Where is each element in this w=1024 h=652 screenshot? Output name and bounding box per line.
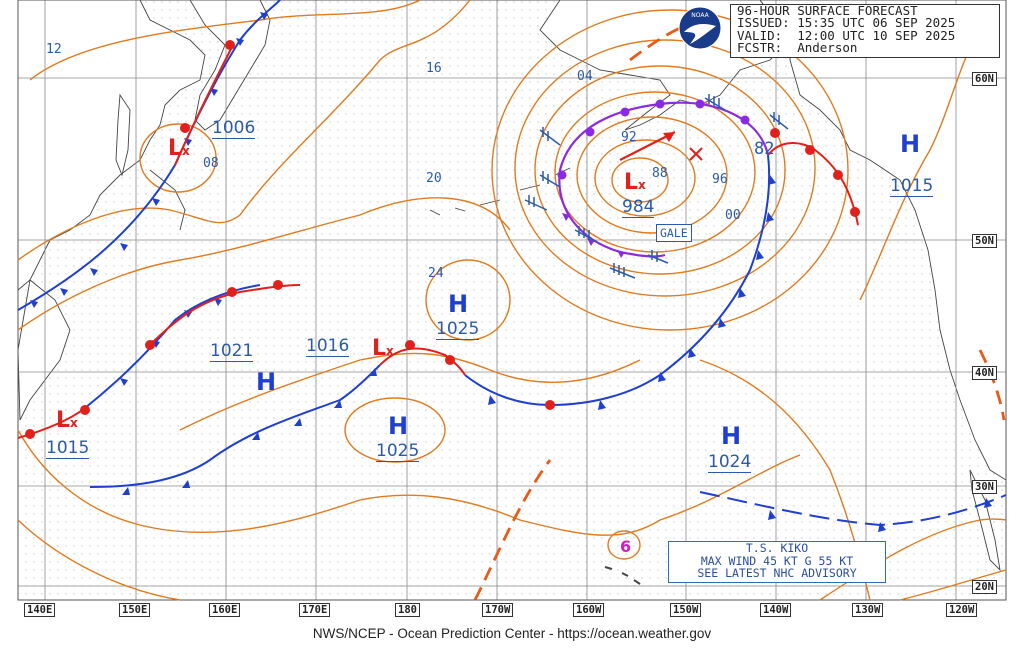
aleutians xyxy=(429,167,571,216)
occluded-front xyxy=(557,99,770,258)
isobar-label: 88 xyxy=(652,166,668,181)
isobar-label: 20 xyxy=(426,171,442,186)
noaa-logo: NOAA xyxy=(678,6,722,50)
low-marker: Lx xyxy=(372,336,394,361)
storm-advisory-box: T.S. KIKO MAX WIND 45 KT G 55 KT SEE LAT… xyxy=(668,541,886,583)
longitude-label: 150W xyxy=(670,603,702,617)
pressure-label: 1015 xyxy=(46,438,90,459)
high-marker: H xyxy=(388,412,409,440)
longitude-label: 160W xyxy=(573,603,605,617)
hawaii xyxy=(604,566,641,585)
latitude-label: 30N xyxy=(972,480,997,494)
isobar-label: 92 xyxy=(621,130,637,145)
isobar-label: 24 xyxy=(428,266,444,281)
footer-credit: NWS/NCEP - Ocean Prediction Center - htt… xyxy=(312,626,712,641)
svg-text:6: 6 xyxy=(620,537,631,556)
longitude-label: 170E xyxy=(299,603,331,617)
isobar-label: 12 xyxy=(46,42,62,57)
longitude-label: 150E xyxy=(119,603,151,617)
isobar-label: 00 xyxy=(725,208,741,223)
troughs xyxy=(473,26,1006,601)
kamchatka xyxy=(189,0,271,131)
map-border xyxy=(17,0,1007,601)
high-marker: H xyxy=(448,290,469,318)
longitude-label: 170W xyxy=(482,603,514,617)
high-marker: H xyxy=(900,130,921,158)
latitude-label: 60N xyxy=(972,72,997,86)
north-america xyxy=(759,0,1007,481)
isobars xyxy=(17,0,1007,601)
isobar-label: 04 xyxy=(577,69,593,84)
pressure-label: 1024 xyxy=(708,452,752,473)
isobar-label: 96 xyxy=(712,172,728,187)
latitude-label: 40N xyxy=(972,366,997,380)
pressure-label: 1025 xyxy=(376,441,420,462)
pressure-label: 1025 xyxy=(436,319,480,340)
isobar-label: 08 xyxy=(203,156,219,171)
pressure-label: 1021 xyxy=(210,341,254,362)
storm-movement-arrow xyxy=(619,131,703,161)
low-marker: Lx xyxy=(56,408,78,433)
sakhalin xyxy=(115,93,131,177)
longitude-label: 130W xyxy=(852,603,884,617)
gale-label: GALE xyxy=(656,224,692,242)
longitude-label: 180 xyxy=(395,603,420,617)
longitude-label: 160E xyxy=(209,603,241,617)
header-line: 96-HOUR SURFACE FORECAST xyxy=(737,3,918,18)
longitude-label: 140E xyxy=(24,603,56,617)
header-line: ISSUED: 15:35 UTC 06 SEP 2025 xyxy=(737,15,956,31)
logo-text: NOAA xyxy=(691,12,709,19)
latitude-label: 50N xyxy=(972,234,997,248)
low-marker: Lx xyxy=(624,170,646,195)
forecast-header: 96-HOUR SURFACE FORECAST ISSUED: 15:35 U… xyxy=(730,4,1000,58)
asia-coast xyxy=(17,0,206,291)
isobar-label: 82 xyxy=(754,139,775,159)
pressure-label: 1006 xyxy=(212,118,256,139)
latitude-label: 20N xyxy=(972,580,997,594)
longitude-label: 120W xyxy=(946,603,978,617)
kuril-islands xyxy=(149,169,186,231)
low-marker: Lx xyxy=(168,136,190,161)
header-line: FCSTR: Anderson xyxy=(737,40,858,56)
high-marker: H xyxy=(721,422,742,450)
advisory-line: MAX WIND 45 KT G 55 KT xyxy=(700,553,854,568)
landmasses xyxy=(17,0,1007,585)
longitude-label: 140W xyxy=(760,603,792,617)
pressure-label: 1016 xyxy=(306,336,350,357)
alaska xyxy=(539,0,791,131)
high-marker: H xyxy=(256,368,277,396)
wind-barbs xyxy=(524,94,789,279)
storm-kiko-symbol: 6 xyxy=(620,537,631,556)
pressure-label: 1015 xyxy=(890,176,934,197)
isobar-label: 16 xyxy=(426,61,442,76)
advisory-line: SEE LATEST NHC ADVISORY xyxy=(697,566,857,580)
header-line: VALID: 12:00 UTC 10 SEP 2025 xyxy=(737,27,956,43)
pressure-label: 984 xyxy=(622,197,655,218)
latlon-grid xyxy=(18,0,1006,600)
advisory-line: T.S. KIKO xyxy=(745,541,809,555)
warm-front-bumps xyxy=(25,40,860,439)
